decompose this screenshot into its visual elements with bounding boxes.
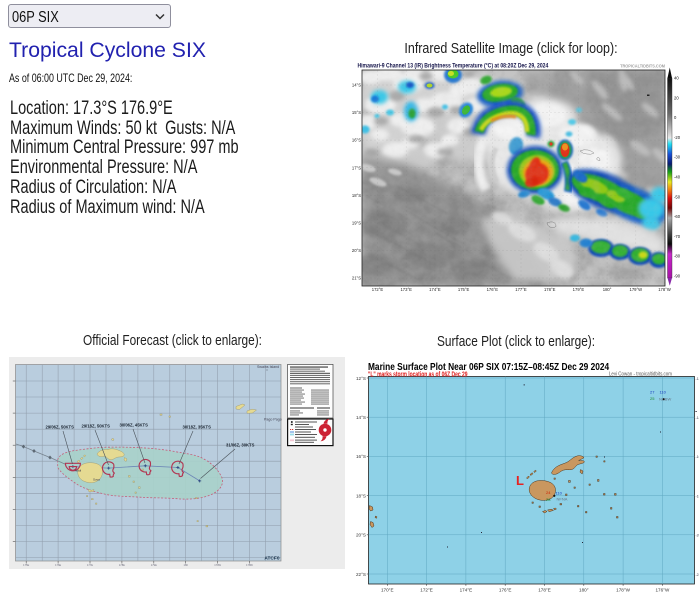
svg-text:177°E: 177°E bbox=[515, 287, 527, 292]
svg-text:30/18Z, 35KTS: 30/18Z, 35KTS bbox=[183, 425, 212, 430]
svg-text:-90: -90 bbox=[674, 274, 681, 279]
svg-text:20°S: 20°S bbox=[356, 533, 366, 538]
svg-text:172°E: 172°E bbox=[372, 287, 384, 292]
svg-text:14°S: 14°S bbox=[352, 83, 361, 88]
svg-text:12°S: 12°S bbox=[356, 376, 366, 381]
svg-text:Himawari-9 Channel 13 (IR) Bri: Himawari-9 Channel 13 (IR) Brightness Te… bbox=[358, 63, 550, 70]
svg-text:179°E: 179°E bbox=[573, 287, 585, 292]
svg-text:21°S: 21°S bbox=[352, 276, 361, 281]
svg-text:-20: -20 bbox=[696, 534, 699, 538]
svg-text:-18: -18 bbox=[696, 494, 699, 498]
svg-text:176°E: 176°E bbox=[487, 287, 499, 292]
svg-text:0: 0 bbox=[674, 115, 677, 120]
svg-text:28: 28 bbox=[546, 497, 551, 502]
svg-text:174°E: 174°E bbox=[429, 287, 441, 292]
svg-text:Pago Pago: Pago Pago bbox=[264, 418, 282, 422]
svg-text:31/06Z, 30KTS: 31/06Z, 30KTS bbox=[226, 443, 255, 448]
svg-text:-12: -12 bbox=[696, 377, 699, 381]
svg-text:"L" marks storm location as of: "L" marks storm location as of 06Z Dec 2… bbox=[368, 371, 468, 379]
svg-text:29/18Z, 50KTS: 29/18Z, 50KTS bbox=[82, 424, 111, 429]
svg-text:-16: -16 bbox=[696, 455, 699, 459]
svg-text:Nadi: Nadi bbox=[75, 469, 82, 473]
svg-text:NUBW: NUBW bbox=[659, 397, 671, 402]
svg-text:30/06Z, 45KTS: 30/06Z, 45KTS bbox=[120, 423, 149, 428]
svg-text:178°E: 178°E bbox=[538, 588, 551, 593]
svg-text:19°S: 19°S bbox=[352, 220, 361, 225]
svg-text:110: 110 bbox=[660, 390, 667, 395]
svg-text:24: 24 bbox=[546, 490, 551, 495]
svg-text:178E: 178E bbox=[119, 563, 125, 567]
svg-text:178W: 178W bbox=[246, 563, 253, 567]
svg-text:175E: 175E bbox=[23, 563, 29, 567]
svg-text:178°W: 178°W bbox=[616, 588, 631, 593]
svg-text:-80: -80 bbox=[674, 254, 681, 259]
svg-text:-30: -30 bbox=[674, 155, 681, 160]
svg-text:170°E: 170°E bbox=[381, 588, 394, 593]
svg-text:40: 40 bbox=[674, 76, 679, 81]
svg-text:179°W: 179°W bbox=[629, 287, 642, 292]
svg-text:27: 27 bbox=[650, 390, 655, 395]
svg-text:175°E: 175°E bbox=[458, 287, 470, 292]
svg-text:178°E: 178°E bbox=[544, 287, 556, 292]
svg-text:-14: -14 bbox=[696, 416, 699, 420]
svg-text:-60: -60 bbox=[674, 214, 681, 219]
svg-text:16°S: 16°S bbox=[352, 138, 361, 143]
svg-text:TROPICALTIDBITS.COM: TROPICALTIDBITS.COM bbox=[620, 63, 665, 68]
svg-text:176°E: 176°E bbox=[499, 588, 512, 593]
svg-text:Suva: Suva bbox=[93, 478, 100, 482]
svg-text:-40: -40 bbox=[674, 175, 681, 180]
svg-text:180: 180 bbox=[184, 563, 189, 567]
svg-text:-22: -22 bbox=[696, 573, 699, 577]
svg-text:16°S: 16°S bbox=[356, 454, 366, 459]
svg-text:172°E: 172°E bbox=[420, 588, 433, 593]
svg-text:29/06Z, 50KTS: 29/06Z, 50KTS bbox=[46, 425, 75, 430]
svg-text:L: L bbox=[516, 473, 524, 488]
svg-text:18°S: 18°S bbox=[352, 193, 361, 198]
svg-text:179W: 179W bbox=[214, 563, 221, 567]
svg-text:NFNA: NFNA bbox=[557, 497, 568, 502]
svg-text:178°W: 178°W bbox=[658, 287, 671, 292]
svg-text:176E: 176E bbox=[55, 563, 61, 567]
svg-text:Swains Island: Swains Island bbox=[257, 365, 279, 369]
svg-text:22°S: 22°S bbox=[356, 572, 366, 577]
svg-text:180°: 180° bbox=[603, 287, 612, 292]
svg-text:17°S: 17°S bbox=[352, 165, 361, 170]
svg-text:18°S: 18°S bbox=[356, 493, 366, 498]
svg-text:180°: 180° bbox=[579, 588, 589, 593]
svg-text:-70: -70 bbox=[674, 234, 681, 239]
svg-text:15°S: 15°S bbox=[352, 110, 361, 115]
svg-text:177E: 177E bbox=[87, 563, 93, 567]
svg-text:20: 20 bbox=[674, 95, 679, 100]
svg-text:176°W: 176°W bbox=[655, 588, 670, 593]
svg-text:-20: -20 bbox=[674, 135, 681, 140]
svg-text:110: 110 bbox=[556, 491, 563, 496]
svg-text:25: 25 bbox=[650, 396, 655, 401]
svg-text:20°S: 20°S bbox=[352, 248, 361, 253]
svg-text:-50: -50 bbox=[674, 194, 681, 199]
svg-text:14°S: 14°S bbox=[356, 415, 366, 420]
svg-text:174°E: 174°E bbox=[460, 588, 473, 593]
svg-text:173°E: 173°E bbox=[400, 287, 412, 292]
svg-text:ATCF0: ATCF0 bbox=[264, 556, 279, 562]
svg-text:179E: 179E bbox=[151, 563, 157, 567]
